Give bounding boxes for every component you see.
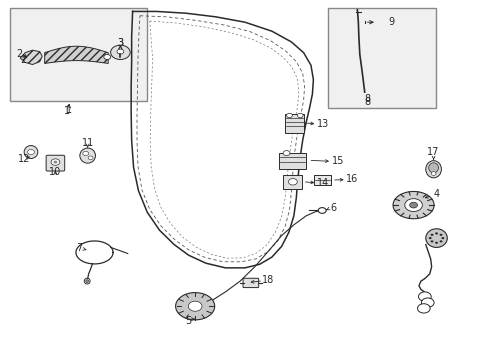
FancyBboxPatch shape	[46, 155, 65, 171]
Polygon shape	[45, 46, 108, 63]
Text: 5: 5	[185, 316, 191, 325]
Circle shape	[418, 292, 431, 301]
Circle shape	[111, 45, 130, 59]
Circle shape	[83, 151, 89, 156]
Ellipse shape	[426, 161, 441, 178]
Text: 3: 3	[117, 38, 123, 48]
Text: 8: 8	[364, 97, 370, 107]
Polygon shape	[175, 293, 215, 320]
Circle shape	[297, 113, 303, 118]
Circle shape	[421, 298, 434, 307]
Circle shape	[431, 234, 434, 236]
Circle shape	[287, 113, 293, 118]
Circle shape	[117, 49, 124, 54]
Text: 6: 6	[330, 203, 336, 213]
Text: 3: 3	[117, 38, 123, 48]
Text: 16: 16	[346, 174, 359, 184]
Text: 18: 18	[262, 275, 274, 285]
Circle shape	[27, 149, 34, 154]
Circle shape	[283, 150, 290, 156]
Ellipse shape	[80, 148, 96, 163]
Text: 2: 2	[16, 49, 23, 59]
Circle shape	[289, 179, 297, 185]
Bar	[279, 153, 306, 169]
Circle shape	[429, 237, 432, 239]
Text: 13: 13	[317, 120, 329, 129]
Text: 14: 14	[317, 178, 329, 188]
Polygon shape	[393, 192, 434, 219]
Polygon shape	[20, 50, 42, 64]
Text: 12: 12	[18, 154, 30, 164]
Text: 17: 17	[427, 147, 440, 157]
Circle shape	[104, 54, 111, 59]
Circle shape	[188, 301, 202, 311]
Circle shape	[440, 240, 442, 243]
Text: 1: 1	[66, 105, 72, 115]
Bar	[315, 175, 331, 185]
Text: 1: 1	[64, 106, 70, 116]
Ellipse shape	[429, 163, 439, 173]
Ellipse shape	[86, 280, 89, 283]
Circle shape	[88, 156, 93, 159]
Text: 15: 15	[332, 156, 344, 166]
FancyBboxPatch shape	[243, 278, 259, 288]
Circle shape	[431, 240, 434, 243]
Bar	[285, 114, 304, 134]
Circle shape	[417, 304, 430, 313]
Circle shape	[51, 159, 60, 165]
Bar	[10, 8, 147, 101]
Ellipse shape	[24, 145, 38, 158]
Text: 7: 7	[76, 243, 82, 253]
Circle shape	[410, 202, 417, 208]
Text: 4: 4	[434, 189, 440, 199]
Circle shape	[435, 242, 438, 244]
Text: 8: 8	[364, 94, 370, 104]
Bar	[328, 8, 436, 108]
Text: 2: 2	[20, 55, 26, 65]
Polygon shape	[426, 229, 447, 247]
Circle shape	[318, 208, 326, 213]
Ellipse shape	[84, 278, 90, 284]
Circle shape	[431, 172, 436, 175]
Text: 11: 11	[81, 139, 94, 148]
Circle shape	[53, 161, 57, 163]
Bar	[283, 175, 302, 189]
Circle shape	[435, 232, 438, 234]
Circle shape	[440, 234, 442, 236]
Text: 9: 9	[389, 17, 394, 27]
Text: 10: 10	[49, 167, 62, 177]
Circle shape	[441, 237, 444, 239]
Circle shape	[405, 199, 422, 212]
